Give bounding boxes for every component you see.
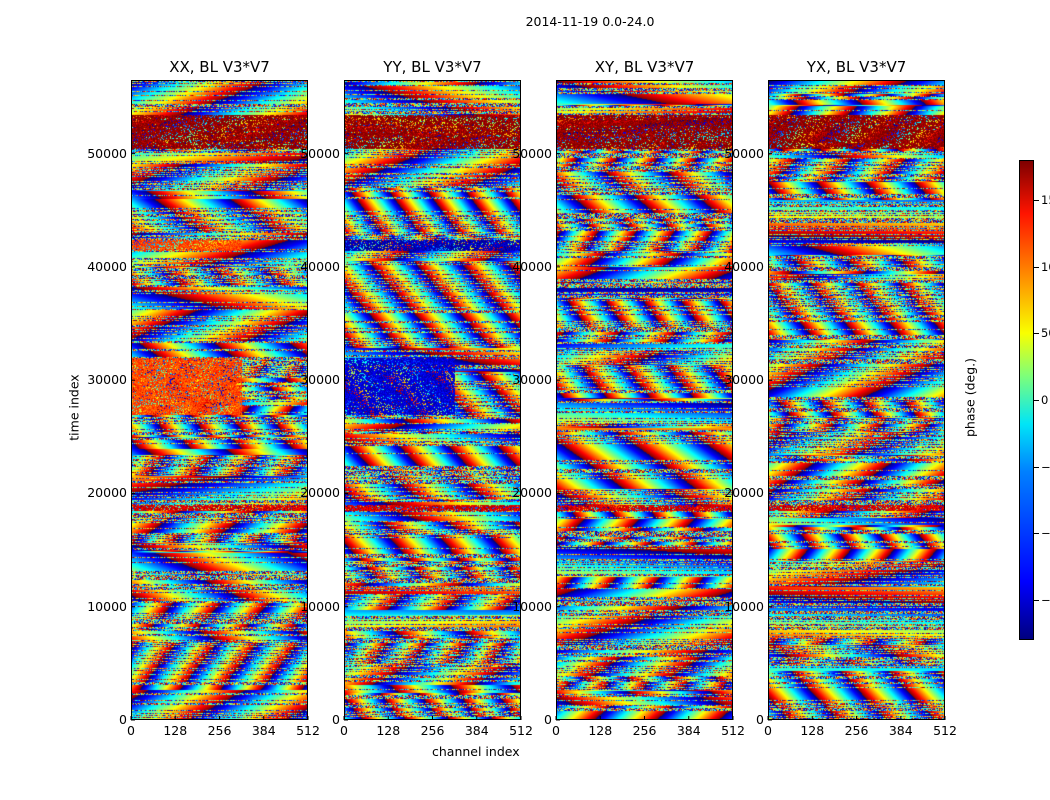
colorbar-tick-mark <box>1034 533 1039 535</box>
y-tick-label: 20000 <box>300 485 340 501</box>
colorbar-tick-label: 100 <box>1041 259 1050 274</box>
x-tick-label: 128 <box>800 723 825 738</box>
y-tick-label: 30000 <box>87 372 127 388</box>
y-tick-label: 10000 <box>300 598 340 614</box>
y-tick-label: 50000 <box>724 145 764 161</box>
x-tick-label: 512 <box>721 723 745 738</box>
x-tick-label: 384 <box>464 723 489 738</box>
y-tick-label: 50000 <box>512 145 552 161</box>
y-tick-label: 0 <box>332 712 340 727</box>
colorbar <box>1019 160 1034 640</box>
heatmap-canvas-yx <box>769 81 944 719</box>
y-tick-label: 20000 <box>512 485 552 501</box>
y-tick-label: 40000 <box>724 258 764 274</box>
panel-title-xy: XY, BL V3*V7 <box>594 58 695 76</box>
y-tick-label: 40000 <box>87 258 127 274</box>
x-tick-label: 0 <box>127 723 135 738</box>
x-tick-label: 512 <box>509 723 533 738</box>
colorbar-tick-mark <box>1034 400 1039 401</box>
colorbar-tick-label: −100 <box>1041 526 1050 541</box>
heatmap-canvas-xy <box>557 81 732 719</box>
x-tick-label: 256 <box>844 723 869 738</box>
y-tick-label: 20000 <box>724 485 764 501</box>
colorbar-label: phase (deg.) <box>962 358 978 437</box>
x-tick-label: 128 <box>163 723 188 738</box>
y-tick-label: 50000 <box>300 145 340 161</box>
colorbar-tick-mark <box>1034 200 1039 201</box>
y-tick-label: 40000 <box>512 258 552 274</box>
y-tick-label: 0 <box>544 712 552 727</box>
y-tick-label: 50000 <box>87 145 127 161</box>
colorbar-tick-label: −50 <box>1041 459 1050 474</box>
panel-title-xx: XX, BL V3*V7 <box>169 58 270 76</box>
x-axis-label: channel index <box>432 744 520 759</box>
y-tick-label: 40000 <box>300 258 340 274</box>
y-tick-label: 30000 <box>512 372 552 388</box>
heatmap-panel-xy <box>556 80 733 720</box>
heatmap-panel-yy <box>344 80 521 720</box>
colorbar-tick-mark <box>1034 600 1039 601</box>
heatmap-panel-xx <box>131 80 308 720</box>
colorbar-tick-mark <box>1034 266 1039 268</box>
x-tick-label: 256 <box>632 723 657 738</box>
y-tick-label: 10000 <box>724 598 764 614</box>
x-tick-label: 512 <box>933 723 957 738</box>
colorbar-tick-label: 0 <box>1041 393 1049 407</box>
x-tick-label: 256 <box>207 723 232 738</box>
x-tick-label: 0 <box>764 723 772 738</box>
colorbar-tick-mark <box>1034 466 1039 468</box>
heatmap-panel-yx <box>768 80 945 720</box>
y-tick-label: 30000 <box>724 372 764 388</box>
panel-title-yx: YX, BL V3*V7 <box>806 58 907 76</box>
colorbar-tick-mark <box>1034 333 1039 335</box>
y-tick-label: 30000 <box>300 372 340 388</box>
x-tick-label: 0 <box>552 723 560 738</box>
colorbar-tick-label: 50 <box>1041 326 1050 341</box>
x-tick-label: 128 <box>588 723 613 738</box>
heatmap-canvas-yy <box>345 81 520 719</box>
y-tick-label: 10000 <box>87 598 127 614</box>
colorbar-tick-label: 150 <box>1041 193 1050 207</box>
x-tick-label: 512 <box>296 723 320 738</box>
figure-suptitle: 2014-11-19 0.0-24.0 <box>525 14 655 29</box>
y-tick-label: 10000 <box>512 598 552 614</box>
x-tick-label: 384 <box>251 723 276 738</box>
y-tick-label: 0 <box>756 712 764 727</box>
x-tick-label: 384 <box>676 723 701 738</box>
x-tick-label: 384 <box>888 723 913 738</box>
heatmap-canvas-xx <box>132 81 307 719</box>
x-tick-label: 0 <box>340 723 348 738</box>
x-tick-label: 128 <box>376 723 401 738</box>
y-tick-label: 20000 <box>87 485 127 501</box>
x-tick-label: 256 <box>420 723 445 738</box>
panel-title-yy: YY, BL V3*V7 <box>383 58 482 76</box>
colorbar-tick-label: −150 <box>1041 593 1050 607</box>
y-tick-label: 0 <box>119 712 127 727</box>
